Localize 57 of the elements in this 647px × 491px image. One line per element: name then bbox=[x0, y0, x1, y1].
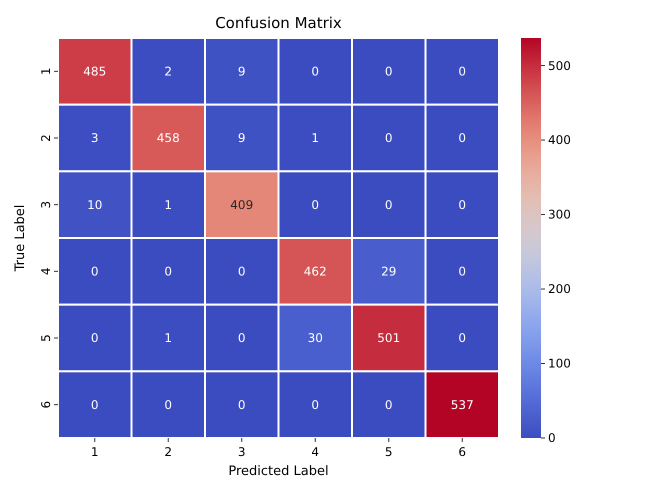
chart-title: Confusion Matrix bbox=[215, 14, 342, 32]
data-label: 1 bbox=[311, 131, 320, 146]
data-label: 29 bbox=[381, 264, 396, 279]
data-label: 462 bbox=[304, 264, 327, 279]
data-label: 409 bbox=[230, 198, 254, 212]
x-tick-label: 4 bbox=[311, 445, 320, 459]
data-label: 0 bbox=[458, 331, 466, 346]
data-label: 30 bbox=[308, 331, 323, 346]
data-label: 485 bbox=[83, 64, 106, 79]
data-label: 501 bbox=[377, 331, 400, 346]
data-label: 0 bbox=[384, 198, 393, 212]
y-tick-label: 1 bbox=[39, 68, 53, 76]
data-label: 0 bbox=[90, 331, 99, 346]
data-label: 9 bbox=[238, 131, 246, 146]
x-tick-label: 2 bbox=[164, 445, 172, 459]
data-label: 10 bbox=[87, 198, 102, 212]
data-label: 0 bbox=[311, 398, 320, 412]
x-axis-title: Predicted Label bbox=[228, 464, 329, 479]
color-bar-label: 500 bbox=[548, 58, 571, 73]
x-tick-label: 1 bbox=[90, 445, 99, 459]
y-tick-label: 2 bbox=[39, 134, 53, 142]
data-label: 0 bbox=[311, 198, 320, 212]
color-bar-label: 400 bbox=[548, 133, 571, 148]
data-label: 0 bbox=[238, 331, 246, 346]
data-label: 0 bbox=[458, 131, 466, 146]
data-label: 0 bbox=[458, 264, 466, 279]
data-label: 0 bbox=[164, 264, 172, 279]
data-label: 1 bbox=[164, 331, 172, 346]
data-label: 2 bbox=[164, 64, 172, 79]
data-label: 0 bbox=[384, 64, 393, 79]
y-tick-label: 6 bbox=[39, 400, 53, 408]
data-label: 1 bbox=[164, 198, 172, 212]
y-tick-label: 5 bbox=[39, 334, 53, 342]
data-label: 0 bbox=[90, 398, 99, 412]
data-label: 0 bbox=[311, 64, 320, 79]
data-label: 0 bbox=[458, 198, 466, 212]
data-label: 458 bbox=[156, 131, 180, 146]
color-bar-label: 100 bbox=[548, 356, 571, 371]
y-tick-label: 3 bbox=[39, 200, 53, 208]
data-label: 0 bbox=[238, 264, 246, 279]
color-bar-label: 200 bbox=[548, 282, 571, 296]
x-tick-label: 3 bbox=[238, 445, 246, 459]
data-label: 0 bbox=[384, 131, 393, 146]
y-axis-title: True Label bbox=[13, 204, 28, 272]
color-bar-label: 300 bbox=[548, 208, 571, 222]
data-label: 0 bbox=[384, 398, 393, 412]
y-tick-label: 4 bbox=[39, 268, 53, 276]
data-label: 0 bbox=[238, 398, 246, 412]
data-label: 537 bbox=[450, 398, 474, 412]
x-tick-label: 6 bbox=[458, 445, 466, 459]
data-label: 0 bbox=[90, 264, 99, 279]
data-label: 0 bbox=[458, 64, 466, 79]
data-label: 3 bbox=[90, 131, 99, 146]
data-label: 0 bbox=[164, 398, 172, 412]
x-tick-label: 5 bbox=[384, 445, 393, 459]
data-label: 9 bbox=[238, 64, 246, 79]
color-bar-label: 0 bbox=[548, 431, 556, 446]
